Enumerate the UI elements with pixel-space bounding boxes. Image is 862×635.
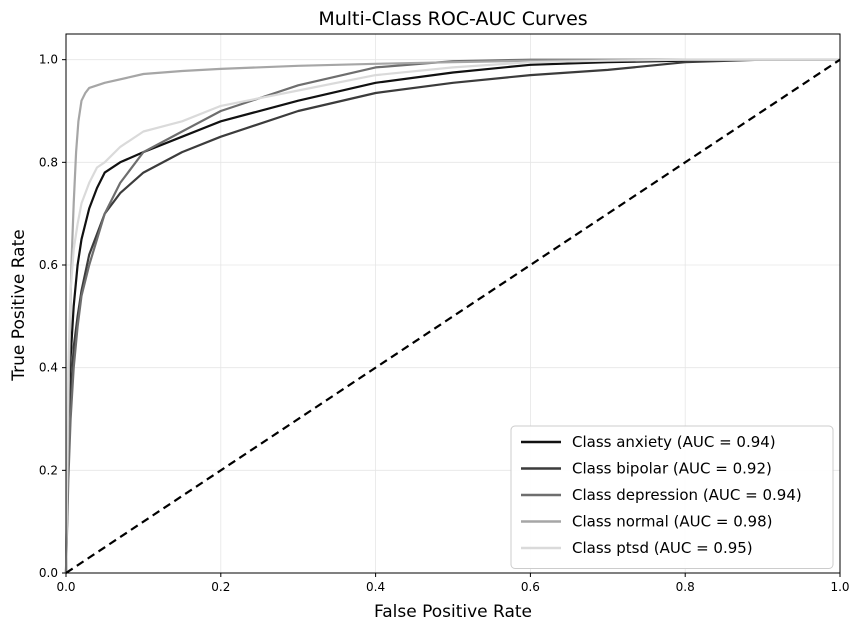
x-tick-label: 0.0 xyxy=(56,580,75,594)
legend-label: Class bipolar (AUC = 0.92) xyxy=(572,460,772,478)
axis-ticks: 0.0 0.2 0.4 0.6 0.8 1.0 0.0 0.2 0.4 0.6 0.8 1.0 xyxy=(39,53,850,594)
y-tick-label: 0.0 xyxy=(39,566,58,580)
roc-curve-4 xyxy=(64,58,840,574)
legend-label: Class depression (AUC = 0.94) xyxy=(572,486,802,504)
y-axis-label: True Positive Rate xyxy=(9,229,29,381)
grid-lines xyxy=(65,34,841,574)
x-tick-label: 0.2 xyxy=(211,580,230,594)
x-tick-label: 1.0 xyxy=(830,580,849,594)
chart-title: Multi-Class ROC-AUC Curves xyxy=(318,8,587,30)
x-tick-label: 0.8 xyxy=(676,580,695,594)
roc-curve-3 xyxy=(64,58,840,574)
y-tick-label: 0.8 xyxy=(39,155,58,169)
x-axis-label: False Positive Rate xyxy=(374,602,532,622)
x-tick-label: 0.4 xyxy=(366,580,385,594)
plot-frame xyxy=(65,33,841,574)
x-tick-label: 0.6 xyxy=(521,580,540,594)
y-tick-label: 0.6 xyxy=(39,258,58,272)
roc-curve-1 xyxy=(64,58,840,574)
y-tick-label: 1.0 xyxy=(39,53,58,67)
y-tick-label: 0.4 xyxy=(39,361,58,375)
curve-layer xyxy=(64,58,841,574)
legend-label: Class ptsd (AUC = 0.95) xyxy=(572,539,753,557)
legend: Class anxiety (AUC = 0.94) Class bipolar … xyxy=(510,425,834,569)
legend-box xyxy=(510,425,834,569)
legend-label: Class anxiety (AUC = 0.94) xyxy=(572,433,776,451)
chance-diagonal-line xyxy=(65,58,841,574)
legend-label: Class normal (AUC = 0.98) xyxy=(572,513,772,531)
y-tick-label: 0.2 xyxy=(39,463,58,477)
